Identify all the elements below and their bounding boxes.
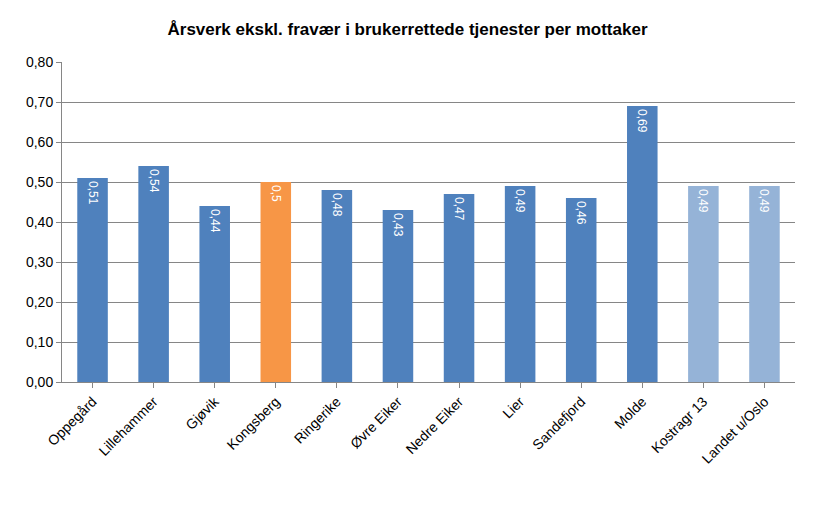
svg-text:0,60: 0,60	[26, 134, 53, 150]
svg-text:Øvre Eiker: Øvre Eiker	[347, 393, 405, 451]
svg-text:0,48: 0,48	[330, 193, 344, 217]
svg-text:0,47: 0,47	[452, 197, 466, 221]
svg-text:0,46: 0,46	[574, 201, 588, 225]
svg-text:0,43: 0,43	[391, 213, 405, 237]
svg-text:Ringerike: Ringerike	[291, 393, 344, 446]
svg-text:0,54: 0,54	[147, 169, 161, 193]
svg-text:0,49: 0,49	[757, 189, 771, 213]
svg-text:0,30: 0,30	[26, 254, 53, 270]
svg-text:Kostragr 13: Kostragr 13	[648, 393, 711, 456]
svg-text:0,5: 0,5	[269, 185, 283, 202]
svg-text:Oppegård: Oppegård	[44, 394, 99, 449]
svg-text:Molde: Molde	[611, 393, 649, 431]
svg-text:Årsverk ekskl. fravær i bruker: Årsverk ekskl. fravær i brukerrettede tj…	[167, 20, 647, 39]
svg-text:0,00: 0,00	[26, 374, 53, 390]
svg-text:Sandefjord: Sandefjord	[529, 394, 588, 453]
svg-text:0,44: 0,44	[208, 209, 222, 233]
svg-text:0,49: 0,49	[696, 189, 710, 213]
svg-text:Gjøvik: Gjøvik	[182, 393, 222, 433]
svg-text:Nedre Eiker: Nedre Eiker	[403, 393, 467, 457]
svg-text:0,51: 0,51	[86, 181, 100, 205]
svg-text:0,80: 0,80	[26, 54, 53, 70]
svg-text:0,50: 0,50	[26, 174, 53, 190]
svg-text:0,20: 0,20	[26, 294, 53, 310]
svg-text:Lier: Lier	[499, 393, 527, 421]
svg-text:0,40: 0,40	[26, 214, 53, 230]
svg-text:0,49: 0,49	[513, 189, 527, 213]
svg-text:0,69: 0,69	[635, 109, 649, 133]
svg-text:0,10: 0,10	[26, 334, 53, 350]
svg-text:Landet u/Oslo: Landet u/Oslo	[699, 393, 772, 466]
svg-text:Lillehammer: Lillehammer	[95, 393, 160, 458]
svg-text:Kongsberg: Kongsberg	[224, 394, 283, 453]
svg-text:0,70: 0,70	[26, 94, 53, 110]
